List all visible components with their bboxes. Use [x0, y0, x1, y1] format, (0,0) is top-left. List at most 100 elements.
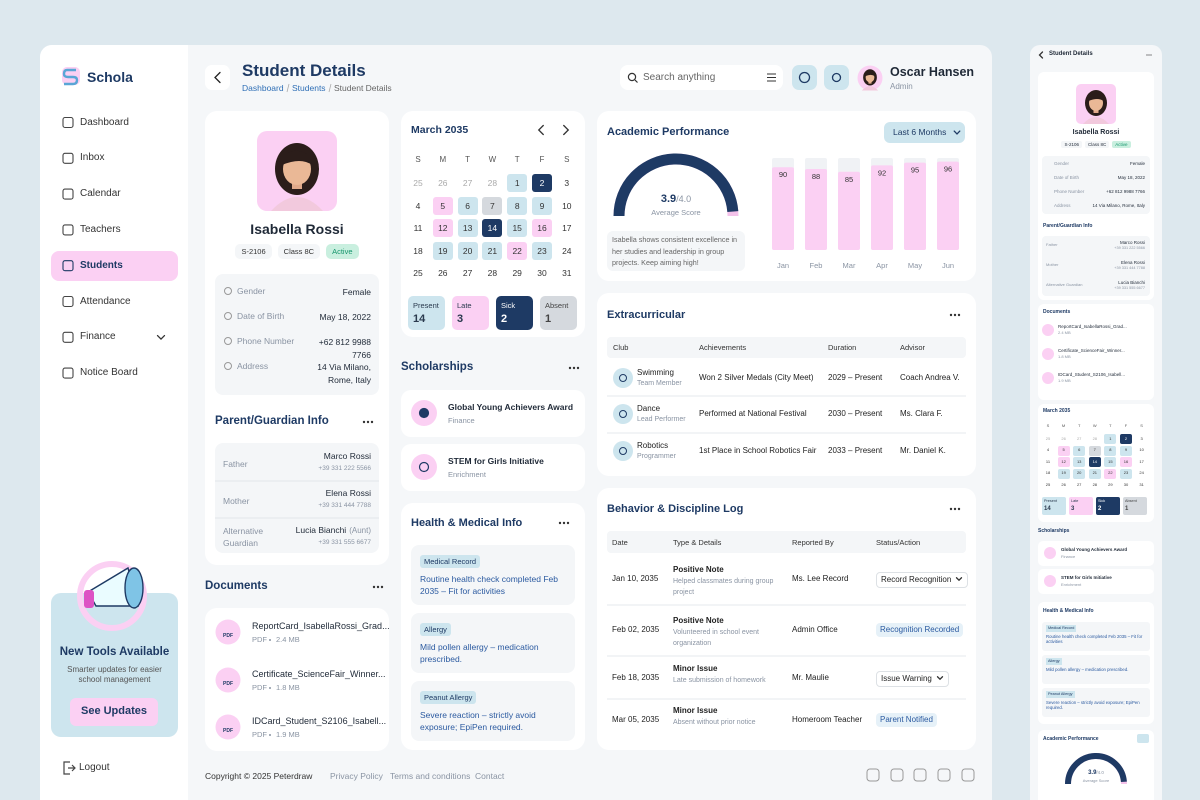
back-button[interactable]	[205, 65, 230, 90]
footer-link[interactable]: Contact	[475, 771, 505, 781]
calendar-day: 19	[438, 246, 448, 256]
mobile-gauge-value: 3.9	[1088, 770, 1097, 776]
logout-link[interactable]: Logout	[79, 762, 110, 773]
mobile-calendar-day: 2	[1124, 435, 1128, 441]
mobile-gauge-row: 3.9/4.0	[1088, 770, 1104, 777]
mobile-calendar-day: 28	[1092, 435, 1098, 441]
weekday-label: T	[514, 155, 520, 164]
club-role: Programmer	[637, 453, 676, 460]
field-label: Address	[237, 361, 269, 371]
status-dropdown[interactable]: Issue Warning	[876, 671, 949, 687]
file-name[interactable]: Certificate_ScienceFair_Winner...	[252, 669, 386, 679]
range-label[interactable]: Last 6 Months	[893, 127, 947, 137]
mobile-day-bg	[1104, 434, 1117, 444]
mobile-stat	[1069, 497, 1093, 515]
breadcrumb-item[interactable]: Dashboard	[242, 83, 284, 93]
bar-category-label: Mar	[842, 261, 856, 270]
nav-item[interactable]: Attendance	[80, 295, 131, 307]
mobile-guardian-phone: +39 331 555 6677	[1114, 286, 1145, 290]
mobile-name: Isabella Rossi	[1072, 129, 1120, 136]
mobile-calendar-day: 24	[1139, 470, 1144, 475]
stat-label: Present	[413, 301, 439, 310]
calendar-day: 1	[514, 178, 520, 188]
scholarship-card	[401, 444, 585, 491]
file-type: PDF	[252, 730, 267, 739]
mobile-file-name: Certificate_ScienceFair_Winner...	[1058, 348, 1125, 353]
promo-button[interactable]	[70, 698, 158, 726]
mobile-calendar-day: 29	[1108, 481, 1113, 487]
mobile-guardian-relation: Mother	[1046, 262, 1059, 267]
nav-item[interactable]: Calendar	[80, 188, 121, 200]
column-header: Status/Action	[876, 538, 921, 547]
calendar-day: 7	[490, 201, 495, 211]
mobile-stat-value: 14	[1044, 506, 1051, 512]
scholarships-title: Scholarships	[401, 361, 474, 373]
field-label: Gender	[237, 286, 266, 296]
mobile-day-bg	[1073, 457, 1086, 467]
mobile-health-text: Routine health check completed Feb 2035 …	[1046, 634, 1143, 645]
footer-link[interactable]: Privacy Policy	[330, 771, 383, 781]
mobile-stat-value: 2	[1098, 506, 1102, 512]
weekday-label: W	[488, 155, 497, 164]
breadcrumb-item[interactable]: Students	[292, 83, 326, 93]
profile-tag: Class 8C	[277, 244, 321, 259]
file-name[interactable]: ReportCard_IsabellaRossi_Grad...	[252, 621, 390, 631]
promo-text: Smarter updates for easier school manage…	[67, 665, 162, 684]
brand-name: Schola	[87, 69, 133, 85]
weekday-label: M	[439, 155, 447, 164]
guardian-relation: Father	[223, 459, 248, 469]
guardian-list	[215, 443, 379, 553]
calendar-day: 25	[413, 268, 423, 278]
nav-item[interactable]: Students	[80, 259, 123, 271]
copyright: Copyright © 2025 Peterdraw	[205, 771, 313, 781]
club-role: Lead Performer	[637, 416, 686, 423]
mobile-stat	[1096, 497, 1120, 515]
promo-button-label[interactable]: See Updates	[80, 705, 148, 717]
mobile-tag-row: S-2106 Class 8C Active	[1038, 141, 1154, 149]
mobile-health-tag: Peanut Allergy	[1046, 691, 1075, 698]
club-name: Dance	[637, 404, 661, 413]
notification-button[interactable]	[824, 65, 849, 90]
mobile-calendar-title: March 2035	[1043, 408, 1071, 414]
mobile-calendar-day: 28	[1092, 481, 1098, 487]
calendar-day: 8	[514, 201, 520, 211]
mobile-calendar-day: 16	[1123, 458, 1129, 464]
club-advisor: Ms. Clara F.	[900, 409, 943, 418]
field-value: Female	[342, 287, 371, 297]
nav-item[interactable]: Finance	[80, 331, 116, 343]
mobile-day-bg	[1120, 468, 1132, 479]
status-tag: Parent Notified	[876, 713, 937, 727]
field-label: Date of Birth	[237, 311, 285, 321]
nav-item[interactable]: Dashboard	[80, 116, 129, 128]
range-button[interactable]	[884, 122, 965, 143]
health-text: Mild pollen allergy – medication prescri…	[420, 642, 539, 664]
profile-tag: S-2106	[235, 244, 272, 259]
mobile-calendar-day: 12	[1061, 458, 1066, 464]
bar-category-label: Jan	[776, 261, 790, 270]
mobile-guardians	[1042, 236, 1150, 296]
mobile-range-button[interactable]	[1137, 734, 1149, 743]
calendar-day-bg	[482, 242, 503, 260]
nav-item[interactable]: Inbox	[80, 152, 105, 164]
settings-button[interactable]	[792, 65, 817, 90]
footer-link[interactable]: Terms and conditions	[390, 771, 471, 781]
club-duration: 2029 – Present	[828, 373, 883, 382]
mobile-calendar-day: 3	[1140, 435, 1143, 441]
mobile-field-value: Female	[1129, 161, 1145, 166]
calendar-day: 27	[462, 178, 473, 188]
nav-item[interactable]: Teachers	[80, 223, 121, 235]
file-name[interactable]: IDCard_Student_S2106_Isabell...	[252, 716, 387, 726]
nav-item[interactable]: Notice Board	[80, 367, 138, 379]
scholarship-card	[401, 390, 585, 437]
mobile-calendar-day: 9	[1124, 447, 1128, 452]
status-dropdown[interactable]: Record Recognition	[876, 572, 969, 588]
mobile-photo	[1076, 84, 1116, 124]
calendar-day: 27	[462, 268, 473, 278]
calendar-day-bg	[432, 242, 453, 260]
stat-label: Absent	[545, 301, 569, 310]
log-reporter: Admin Office	[792, 625, 838, 634]
calendar-day-bg	[532, 242, 552, 260]
search-box[interactable]	[620, 65, 783, 90]
mobile-weekday: T	[1077, 423, 1081, 428]
mobile-day-bg	[1057, 445, 1070, 456]
